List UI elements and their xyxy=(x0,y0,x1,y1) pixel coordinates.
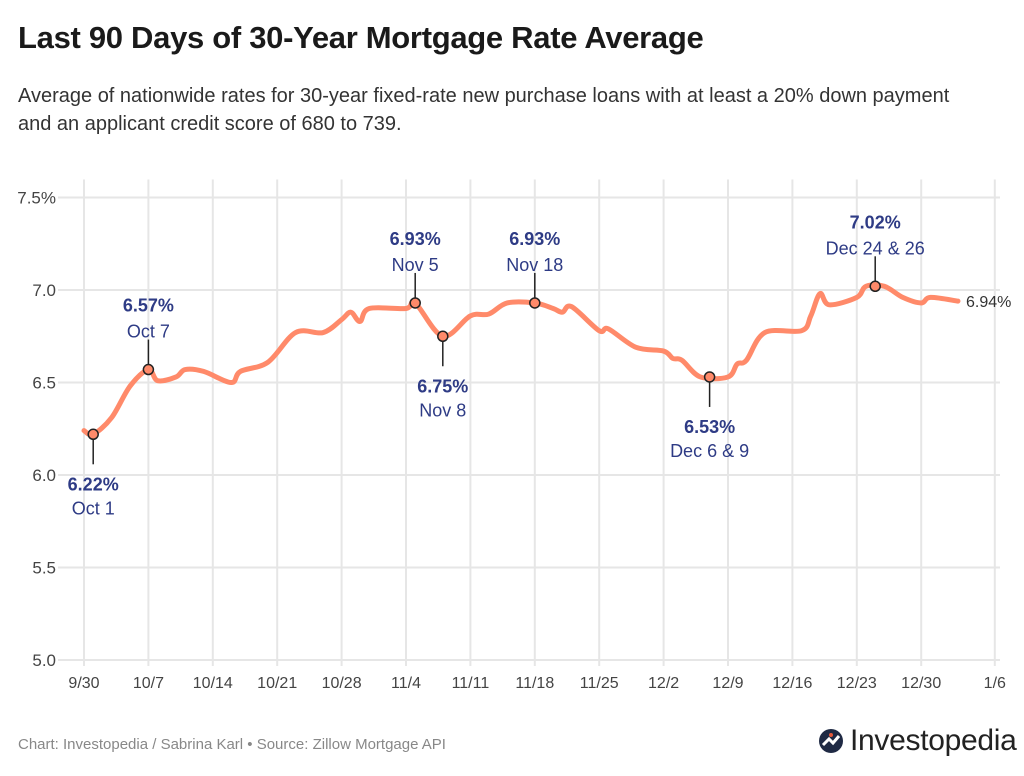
annotation-date: Dec 6 & 9 xyxy=(670,441,749,461)
x-tick-label: 10/28 xyxy=(322,675,362,692)
annotation-date: Oct 1 xyxy=(72,498,115,518)
annotation-value: 6.75% xyxy=(417,376,468,396)
x-tick-label: 12/30 xyxy=(901,675,941,692)
annotation-marker xyxy=(703,371,716,383)
annotation-marker xyxy=(869,280,881,293)
x-tick-label: 10/7 xyxy=(133,675,164,692)
chart-title: Last 90 Days of 30-Year Mortgage Rate Av… xyxy=(18,20,704,55)
annotation-value: 6.22% xyxy=(68,474,119,494)
x-tick-label: 11/18 xyxy=(515,675,554,692)
annotation-marker xyxy=(142,363,155,376)
annotation-marker xyxy=(437,330,449,342)
y-tick-label: 5.0 xyxy=(32,651,56,670)
x-tick-label: 12/16 xyxy=(772,675,812,692)
chart-subtitle: Average of nationwide rates for 30-year … xyxy=(18,85,950,135)
annotation-marker xyxy=(409,297,421,309)
rate-line xyxy=(81,282,961,438)
x-tick-label: 9/30 xyxy=(68,675,99,692)
annotation-value: 6.93% xyxy=(509,229,560,249)
logo-text: Investopedia xyxy=(850,724,1017,757)
y-tick-label: 6.0 xyxy=(32,466,56,485)
x-tick-label: 12/23 xyxy=(837,675,877,692)
x-tick-label: 12/9 xyxy=(712,675,743,692)
annotation-value: 7.02% xyxy=(850,212,901,232)
y-tick-label: 7.5% xyxy=(17,189,56,208)
annotation-value: 6.57% xyxy=(123,296,174,316)
x-tick-label: 1/6 xyxy=(984,675,1006,692)
end-value-label: 6.94% xyxy=(966,294,1011,311)
x-tick-label: 10/14 xyxy=(193,675,233,692)
y-tick-label: 6.5 xyxy=(32,374,56,393)
annotation-date: Oct 7 xyxy=(127,322,170,342)
investopedia-logo: Investopedia xyxy=(818,724,1017,758)
x-tick-label: 10/21 xyxy=(257,675,297,692)
y-tick-label: 5.5 xyxy=(32,559,56,578)
investopedia-logo-icon xyxy=(819,729,843,753)
annotation-date: Dec 24 & 26 xyxy=(826,238,925,258)
y-tick-label: 7.0 xyxy=(32,281,56,300)
annotation-date: Nov 5 xyxy=(392,255,439,275)
annotation-value: 6.93% xyxy=(390,229,441,249)
x-tick-label: 11/4 xyxy=(391,675,421,692)
annotation-date: Nov 8 xyxy=(419,400,466,420)
chart-source-credit: Chart: Investopedia / Sabrina Karl • Sou… xyxy=(18,736,446,753)
annotation-marker xyxy=(87,428,99,441)
annotation-value: 6.53% xyxy=(684,417,735,437)
x-tick-label: 11/25 xyxy=(580,675,619,692)
x-tick-label: 11/11 xyxy=(452,675,490,692)
x-tick-label: 12/2 xyxy=(648,675,679,692)
annotation-date: Nov 18 xyxy=(506,255,563,275)
annotation-marker xyxy=(529,297,541,309)
